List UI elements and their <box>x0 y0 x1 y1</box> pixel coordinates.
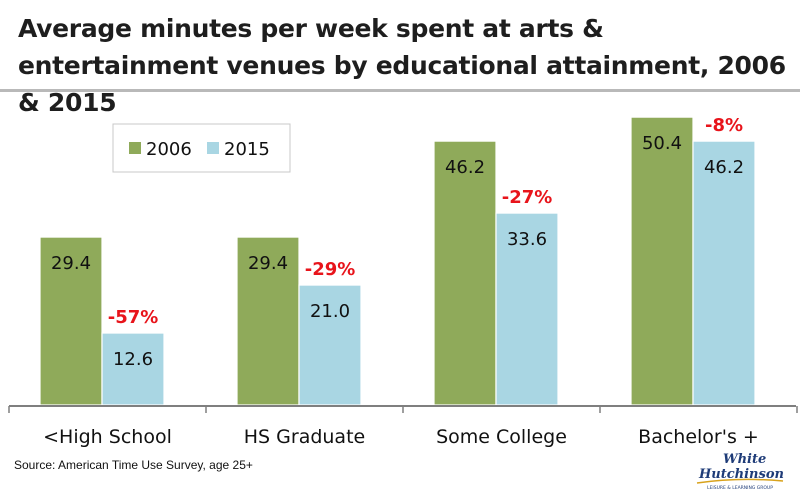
title-divider <box>0 89 800 92</box>
legend: 2006 2015 <box>112 123 291 173</box>
value-label-2015-high-school: 12.6 <box>113 349 153 370</box>
legend-swatch-2015 <box>207 142 219 154</box>
value-label-2015-hs-graduate: 21.0 <box>310 301 350 322</box>
white-hutchinson-logo: White Hutchinson LEISURE & LEARNING GROU… <box>696 452 784 491</box>
value-label-2006-bachelor-s: 50.4 <box>642 133 682 154</box>
change-label-bachelor-s: -8% <box>705 115 743 136</box>
value-label-2006-high-school: 29.4 <box>51 253 91 274</box>
legend-border <box>112 123 291 173</box>
value-label-2006-hs-graduate: 29.4 <box>248 253 288 274</box>
x-tick-label-some-college: Some College <box>436 426 567 448</box>
logo-line1: White <box>723 452 766 467</box>
logo-swoosh <box>696 478 784 484</box>
change-label-hs-graduate: -29% <box>305 259 356 280</box>
bar-2015-high-school <box>101 332 165 406</box>
legend-label-2015: 2015 <box>224 139 270 160</box>
logo-line2: Hutchinson <box>698 467 784 482</box>
bar-2006-hs-graduate <box>236 236 300 406</box>
logo-tagline: LEISURE & LEARNING GROUP <box>707 485 773 491</box>
bar-2006-bachelor-s <box>630 116 694 406</box>
x-axis: <High School HS Graduate Some College Bache… <box>8 406 798 448</box>
bars-layer: 29.4 12.6 -57% 29.4 21.0 -29% 46.2 33.6 -27% 50.4… <box>39 115 756 406</box>
bar-chart: 29.4 12.6 -57% 29.4 21.0 -29% 46.2 33.6 -27% 50.4… <box>8 115 798 448</box>
legend-label-2006: 2006 <box>146 139 192 160</box>
change-label-high-school: -57% <box>108 307 159 328</box>
x-tick-label-high-school: <High School <box>43 426 172 448</box>
bar-2015-hs-graduate <box>298 284 362 406</box>
x-tick-label-hs-graduate: HS Graduate <box>244 426 365 448</box>
value-label-2015-some-college: 33.6 <box>507 229 547 250</box>
change-label-some-college: -27% <box>502 187 553 208</box>
legend-swatch-2006 <box>129 142 141 154</box>
bar-2015-bachelor-s <box>692 140 756 406</box>
bar-2006-some-college <box>433 140 497 406</box>
value-label-2006-some-college: 46.2 <box>445 157 485 178</box>
x-tick-label-bachelor-s: Bachelor's + <box>638 426 759 448</box>
value-label-2015-bachelor-s: 46.2 <box>704 157 744 178</box>
chart-title: Average minutes per week spent at arts &… <box>18 14 786 117</box>
source-note: Source: American Time Use Survey, age 25… <box>14 458 253 472</box>
